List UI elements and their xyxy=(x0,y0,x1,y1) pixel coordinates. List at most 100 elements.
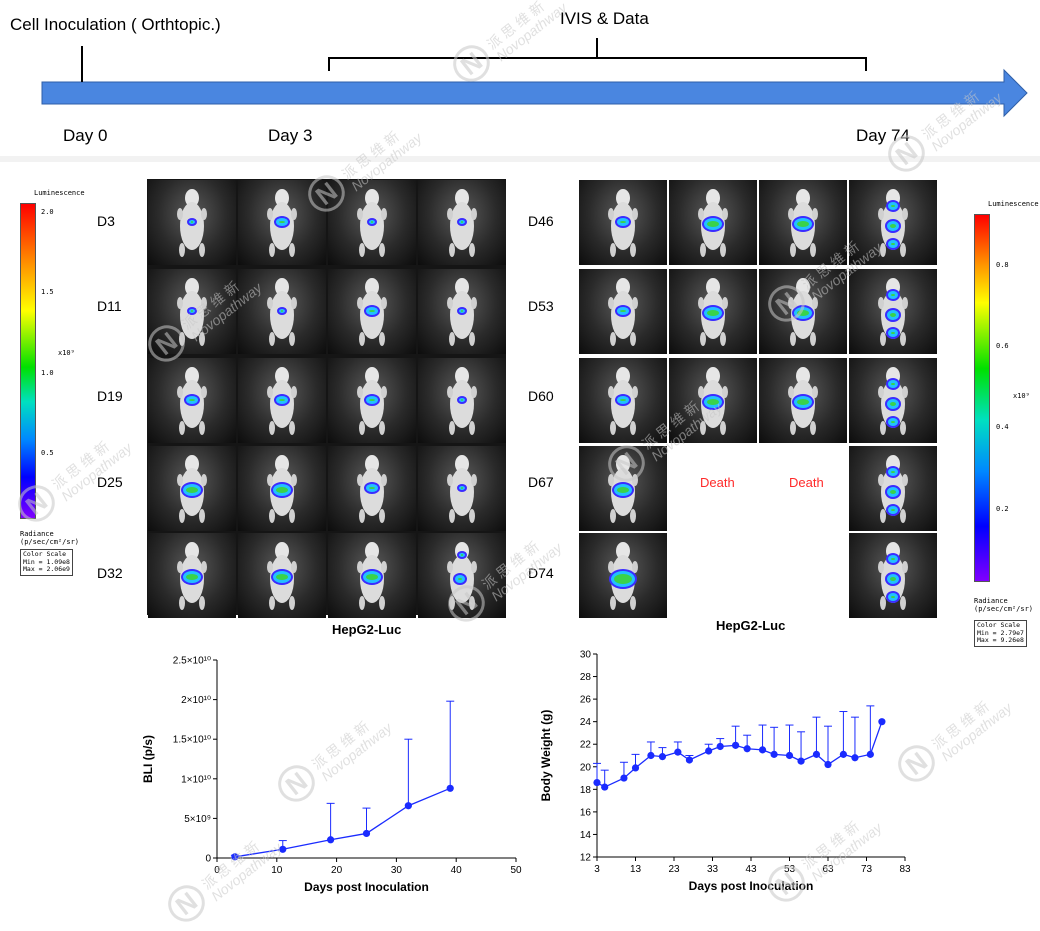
mouse-image xyxy=(849,269,937,354)
mouse-image xyxy=(328,358,416,443)
mouse-image xyxy=(418,180,506,265)
weight-x-tick-label: 63 xyxy=(822,864,834,875)
mouse-silhouette xyxy=(267,278,297,346)
bli-x-tick-label: 30 xyxy=(391,865,403,876)
right-colorbar-tick-4: 0.2 xyxy=(996,505,1009,513)
bli-data-point xyxy=(327,836,335,844)
weight-y-axis-label: Body Weight (g) xyxy=(539,710,553,802)
mouse-silhouette xyxy=(357,367,387,435)
mouse-image xyxy=(328,180,416,265)
ivis-bracket xyxy=(328,38,867,71)
mouse-image xyxy=(579,269,667,354)
right-colorbar-gradient xyxy=(974,214,990,582)
weight-y-tick-label: 18 xyxy=(580,785,592,796)
left-colorbar-tick-3: 1.0 xyxy=(41,369,54,377)
weight-x-tick-label: 73 xyxy=(861,864,873,875)
weight-data-point xyxy=(658,753,667,761)
bli-chart: 0 10 20 30 40 50 0 5×10⁹ 1×10¹⁰ 1.5×10¹⁰ 2×10¹⁰ 2.5… xyxy=(141,656,522,895)
bli-y-tick-label: 1×10¹⁰ xyxy=(181,774,211,785)
mouse-silhouette xyxy=(608,542,638,610)
mouse-silhouette xyxy=(788,278,818,346)
day0-label: Day 0 xyxy=(63,126,108,145)
weight-x-tick-label: 43 xyxy=(745,864,757,875)
weight-data-point xyxy=(716,742,724,751)
weight-y-tick-label: 14 xyxy=(580,830,592,841)
mouse-silhouette xyxy=(267,189,297,257)
day3-label: Day 3 xyxy=(268,126,313,145)
mouse-image xyxy=(579,446,667,531)
left-colorbar-unit2: (p/sec/cm²/sr) xyxy=(20,538,80,546)
mouse-image xyxy=(849,358,937,443)
weight-data-point xyxy=(758,746,767,754)
weight-x-axis-label: Days post Inoculation xyxy=(689,879,814,893)
weight-data-point xyxy=(839,750,847,758)
right-row-label-d60: D60 xyxy=(528,388,554,404)
weight-data-point xyxy=(685,756,693,764)
weight-data-point xyxy=(785,751,794,760)
right-colorbar-tick-1: 0.8 xyxy=(996,261,1009,269)
left-row-label-d11: D11 xyxy=(97,298,122,314)
weight-data-point xyxy=(601,783,609,791)
left-row-label-d32: D32 xyxy=(97,565,123,581)
right-row-label-d53: D53 xyxy=(528,298,554,314)
mouse-silhouette xyxy=(878,189,908,257)
mouse-silhouette xyxy=(447,455,477,523)
mouse-silhouette xyxy=(878,278,908,346)
weight-data-point xyxy=(770,750,778,758)
mouse-silhouette xyxy=(357,455,387,523)
mouse-silhouette xyxy=(608,367,638,435)
weight-x-tick-label: 3 xyxy=(594,864,600,875)
right-colorbar-multiplier: x10⁹ xyxy=(1013,392,1030,400)
mouse-image xyxy=(418,269,506,354)
mouse-silhouette xyxy=(608,455,638,523)
weight-y-tick-label: 20 xyxy=(580,762,592,773)
mouse-image xyxy=(418,358,506,443)
mouse-silhouette xyxy=(698,189,728,257)
right-colorbar-unit1: Radiance xyxy=(974,597,1008,605)
mouse-image xyxy=(238,533,326,618)
mouse-silhouette xyxy=(177,278,207,346)
mouse-image xyxy=(418,446,506,531)
mouse-image xyxy=(669,358,757,443)
bli-y-tick-label: 5×10⁹ xyxy=(184,814,211,825)
weight-data-point xyxy=(631,764,640,772)
left-row-label-d25: D25 xyxy=(97,474,123,490)
right-scale-title: Color Scale xyxy=(977,621,1021,629)
divider xyxy=(0,156,1040,162)
left-color-scale-box: Color Scale Min = 1.09e8 Max = 2.06e9 xyxy=(20,549,73,576)
mouse-silhouette xyxy=(267,455,297,523)
weight-x-tick-label: 53 xyxy=(784,864,796,875)
mouse-silhouette xyxy=(357,542,387,610)
weight-series-line xyxy=(596,721,883,788)
mouse-image xyxy=(849,180,937,265)
mouse-silhouette xyxy=(447,367,477,435)
weight-data-point xyxy=(797,757,805,765)
mouse-image xyxy=(669,269,757,354)
mouse-silhouette xyxy=(357,189,387,257)
right-row-label-d67: D67 xyxy=(528,474,554,490)
mouse-silhouette xyxy=(177,367,207,435)
mouse-image xyxy=(328,446,416,531)
bli-y-tick-label: 1.5×10¹⁰ xyxy=(173,735,211,746)
mouse-silhouette xyxy=(447,542,477,610)
mouse-image xyxy=(238,358,326,443)
right-color-scale-box: Color Scale Min = 2.79e7 Max = 9.26e8 xyxy=(974,620,1027,647)
mouse-image xyxy=(759,180,847,265)
mouse-silhouette xyxy=(698,278,728,346)
mouse-silhouette xyxy=(267,542,297,610)
right-colorbar-tick-3: 0.4 xyxy=(996,423,1009,431)
mouse-silhouette xyxy=(788,189,818,257)
left-colorbar-tick-1: 2.0 xyxy=(41,208,54,216)
left-row-label-d19: D19 xyxy=(97,388,123,404)
left-colorbar-multiplier: x10⁹ xyxy=(58,349,75,357)
bli-x-axis-label: Days post Inoculation xyxy=(304,880,429,894)
weight-data-point xyxy=(878,718,886,726)
inoculation-label: Cell Inoculation ( Orthtopic.) xyxy=(10,15,221,34)
left-colorbar-unit1: Radiance xyxy=(20,530,54,538)
weight-y-tick-label: 24 xyxy=(580,717,592,728)
body-weight-chart: 3 13 23 33 43 53 63 73 83 12 14 16 18 20 22 24 26 28 30 Day… xyxy=(539,650,911,894)
weight-x-tick-label: 13 xyxy=(630,864,642,875)
mouse-image xyxy=(759,358,847,443)
left-scale-max: Max = 2.06e9 xyxy=(23,565,70,573)
mouse-silhouette xyxy=(177,189,207,257)
